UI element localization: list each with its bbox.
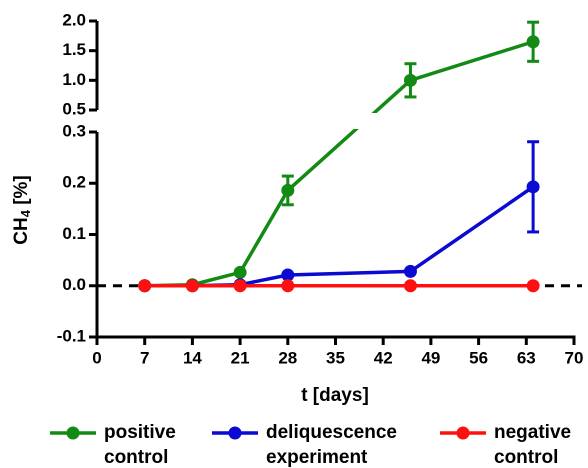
data-point	[281, 268, 295, 282]
y-axis-label: CH4 [%]	[11, 175, 33, 245]
data-point	[281, 279, 295, 293]
data-point	[526, 279, 540, 293]
data-point	[281, 183, 295, 197]
x-tick-label: 63	[517, 348, 536, 367]
y-tick-label: 0.0	[62, 275, 86, 294]
legend-dot	[66, 426, 80, 440]
data-point	[185, 279, 199, 293]
data-point	[233, 279, 247, 293]
y-tick-label: 0.1	[62, 224, 86, 243]
x-tick-label: 0	[92, 348, 101, 367]
legend-entry: negative control	[440, 420, 588, 468]
legend-icon	[440, 426, 486, 440]
legend-entry: deliquescence experiment	[212, 420, 426, 468]
y-label-subscript: 4	[18, 209, 33, 217]
x-tick-label: 14	[183, 348, 202, 367]
y-tick-label: 0.2	[62, 173, 86, 192]
series-line	[144, 40, 534, 288]
legend-label: deliquescence experiment	[266, 422, 397, 468]
x-tick-label: 28	[278, 348, 297, 367]
y-label-text: CH	[11, 217, 32, 244]
legend-entry: positive control	[50, 420, 199, 468]
x-tick-label: 70	[565, 348, 584, 367]
legend-dot	[456, 426, 470, 440]
x-tick-label: 7	[140, 348, 149, 367]
data-point	[138, 279, 152, 293]
legend-icon	[50, 426, 96, 440]
x-tick-label: 35	[326, 348, 345, 367]
x-tick-label: 49	[421, 348, 440, 367]
x-tick-label: 21	[231, 348, 250, 367]
data-point	[526, 35, 540, 49]
legend-label: negative control	[494, 422, 572, 468]
y-tick-label: 0.3	[62, 121, 86, 140]
data-point	[233, 265, 247, 279]
y-tick-label: 2.0	[62, 10, 86, 29]
legend: positive control deliquescence experiment…	[0, 420, 588, 468]
legend-dot	[228, 426, 242, 440]
legend-label: positive control	[104, 422, 176, 468]
x-tick-label: 56	[469, 348, 488, 367]
legend-icon	[212, 426, 258, 440]
x-tick-label: 42	[374, 348, 393, 367]
data-point	[526, 180, 540, 194]
y-tick-label: 0.5	[62, 99, 86, 118]
data-point	[403, 73, 417, 87]
y-label-suffix: [%]	[11, 175, 32, 210]
y-tick-label: 1.0	[62, 70, 86, 89]
y-tick-label: 1.5	[62, 40, 86, 59]
axis-break	[99, 113, 576, 129]
data-point	[403, 279, 417, 293]
series-line	[144, 185, 535, 288]
x-axis-label: t [days]	[301, 385, 369, 406]
data-point	[403, 264, 417, 278]
chart: CH4 [%] t [days] -0.1 0.0 0.1 0.2 0.3 0.5 1.0 1…	[11, 10, 584, 406]
y-tick-label: -0.1	[57, 326, 86, 345]
